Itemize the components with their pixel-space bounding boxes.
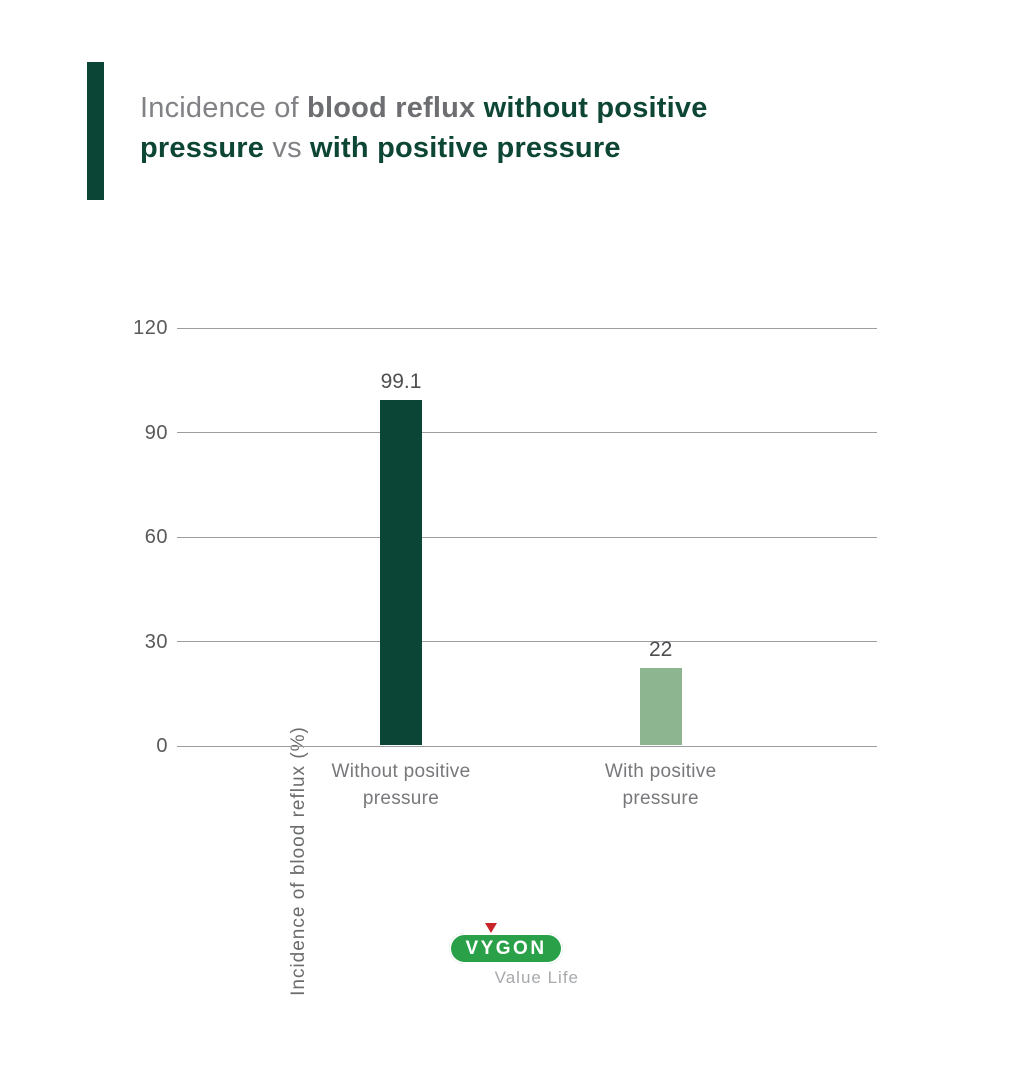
title-accent-bar — [87, 62, 104, 200]
title-segment-green: without positive — [483, 92, 708, 124]
x-category-label: Without positive pressure — [331, 761, 471, 809]
bar-value-label: 22 — [649, 638, 673, 662]
logo-triangle-icon — [485, 923, 497, 933]
bar-without-positive-pressure — [380, 399, 422, 745]
vygon-logo: VYGON Value Life — [449, 922, 579, 988]
gridline-y-60 — [177, 536, 877, 538]
logo-pill: VYGON — [449, 923, 563, 964]
gridline-y-0 — [177, 745, 877, 747]
x-category-label: With positive pressure — [604, 761, 717, 809]
page-title: Incidence of blood reflux without positi… — [140, 88, 860, 168]
y-axis-title: Incidence of blood reflux (%) — [288, 726, 309, 996]
infographic-canvas: Incidence of blood reflux without positi… — [87, 62, 877, 996]
y-tick-label-0: 0 — [156, 735, 168, 757]
title-segment-green: with positive pressure — [310, 132, 621, 164]
bar-with-positive-pressure — [639, 668, 682, 745]
title-segment-plain: Incidence of — [140, 92, 308, 124]
y-tick-label-120: 120 — [133, 317, 168, 339]
gridline-y-120 — [177, 327, 877, 329]
logo-tagline: Value Life — [494, 968, 579, 987]
bar-chart-plot-area: Incidence of blood reflux (%) 0 30 60 90 120… — [133, 317, 877, 996]
y-tick-label-30: 30 — [144, 630, 168, 653]
title-segment-green: pressure — [140, 132, 265, 164]
logo-text: VYGON — [465, 937, 547, 959]
title-segment-plain: vs — [264, 132, 311, 164]
gridline-y-30 — [177, 641, 877, 642]
gridline-y-90 — [177, 432, 877, 433]
y-tick-label-90: 90 — [144, 421, 168, 444]
y-tick-label-60: 60 — [144, 526, 168, 548]
bar-value-label: 99.1 — [380, 369, 422, 393]
title-segment-bold-gray: blood reflux — [307, 92, 484, 124]
